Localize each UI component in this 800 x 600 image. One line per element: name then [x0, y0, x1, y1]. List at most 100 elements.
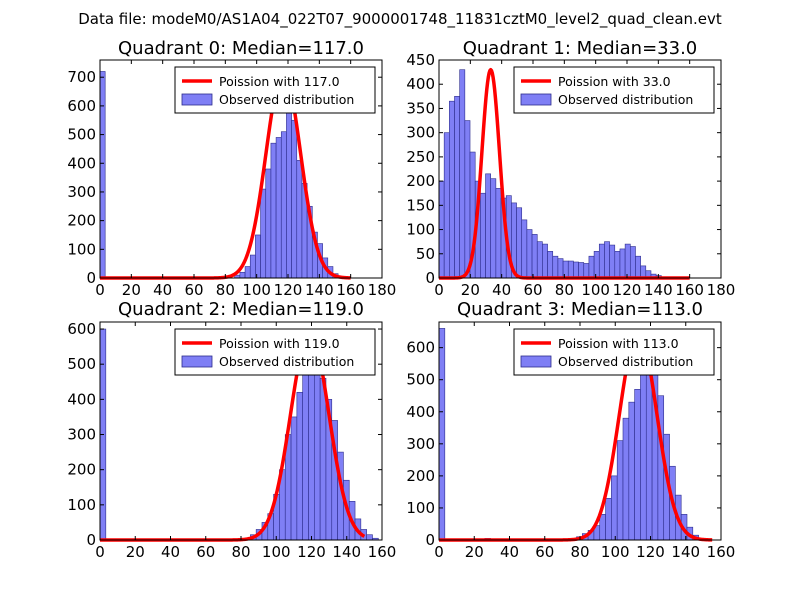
legend-bar-swatch [181, 93, 213, 106]
x-tick-label: 100 [601, 543, 630, 561]
histogram-bar [611, 475, 618, 541]
histogram-bar [490, 178, 497, 279]
x-tick-label: 160 [368, 543, 397, 561]
y-tick-label: 0 [425, 531, 435, 549]
histogram-bar [280, 131, 287, 279]
histogram-bar [609, 244, 616, 279]
histogram-bar [604, 241, 610, 279]
x-tick-label: 20 [461, 281, 480, 299]
x-tick-label: 60 [535, 543, 554, 561]
panel-quadrant-3: Quadrant 3: Median=113.0 0 20 40 60 80 100 120… [406, 299, 735, 561]
y-tick-label: 600 [406, 339, 435, 357]
histogram-bar [629, 246, 636, 279]
histogram-bar [366, 534, 373, 541]
histogram-bar [605, 498, 612, 541]
x-tick-label: 180 [368, 281, 397, 299]
x-tick-label: 140 [671, 543, 700, 561]
x-tick-label: 60 [523, 281, 542, 299]
plot-area: 0 20 40 60 80 100 120 140 160 1800501001502002503… [406, 51, 735, 299]
y-tick-label: 600 [67, 97, 96, 115]
histogram-bar [588, 255, 595, 279]
histogram-bar [598, 243, 605, 279]
histogram-bar [249, 254, 256, 279]
x-tick-label: 140 [305, 281, 334, 299]
histogram-bar [443, 132, 450, 279]
axes-frame [99, 59, 383, 279]
y-tick-label: 300 [406, 435, 435, 453]
legend-label-observed: Observed distribution [558, 92, 693, 107]
y-tick-label: 200 [67, 461, 96, 479]
y-tick-label: 200 [406, 467, 435, 485]
histogram-bar [270, 142, 277, 279]
histogram-bar [244, 266, 251, 279]
histogram-bar [567, 260, 574, 279]
plot-area: 0 20 40 60 80 100 120 140 160 0 100 200 300 400 500 600… [67, 320, 396, 561]
histogram-bar [291, 119, 298, 279]
y-tick-label: 100 [406, 499, 435, 517]
histogram-bar [526, 229, 533, 279]
panel-title: Quadrant 0: Median=117.0 [118, 38, 364, 59]
histogram-bar [624, 243, 631, 279]
y-tick-label: 0 [86, 269, 96, 287]
y-tick-label: 150 [406, 196, 435, 214]
histogram-bar [547, 251, 554, 279]
histogram-bar [485, 173, 491, 279]
x-tick-label: 20 [465, 543, 484, 561]
histogram-bar [635, 255, 641, 279]
x-tick-label: 60 [184, 281, 203, 299]
histogram-bar [459, 69, 466, 279]
histogram-bar [578, 262, 585, 279]
x-tick-label: 100 [581, 281, 610, 299]
x-tick-label: 160 [675, 281, 704, 299]
x-tick-label: 40 [500, 543, 519, 561]
histogram-bar [449, 100, 455, 279]
histogram-bar [521, 219, 528, 279]
y-tick-label: 400 [406, 403, 435, 421]
histogram-bar [552, 255, 559, 279]
histogram-bar [265, 168, 272, 279]
y-tick-label: 600 [67, 320, 96, 338]
histogram-bar [593, 251, 600, 279]
legend-label-fit: Poission with 117.0 [219, 74, 340, 89]
histogram-bar [542, 243, 548, 279]
legend-label-fit: Poission with 119.0 [219, 336, 340, 351]
y-tick-label: 400 [406, 75, 435, 93]
x-tick-label: 20 [122, 281, 141, 299]
histogram-bar [622, 417, 630, 541]
y-tick-label: 0 [425, 269, 435, 287]
legend-label-fit: Poission with 113.0 [558, 336, 679, 351]
x-tick-label: 0 [95, 543, 105, 561]
x-tick-label: 100 [242, 281, 271, 299]
x-tick-label: 40 [161, 543, 180, 561]
x-tick-label: 120 [613, 281, 642, 299]
x-tick-label: 120 [636, 543, 665, 561]
figure-title: Data file: modeM0/AS1A04_022T07_90000017… [78, 10, 722, 29]
histogram-bar [239, 271, 246, 279]
histogram-bar [290, 416, 298, 541]
y-tick-label: 0 [86, 531, 96, 549]
y-tick-label: 400 [67, 390, 96, 408]
histogram-bar [516, 207, 523, 279]
x-tick-label: 140 [644, 281, 673, 299]
y-tick-label: 100 [406, 221, 435, 239]
histogram-bar [99, 71, 106, 279]
legend-label-observed: Observed distribution [219, 354, 354, 369]
y-tick-label: 50 [416, 245, 435, 263]
panel-title: Quadrant 3: Median=113.0 [457, 299, 703, 320]
histogram-bar [634, 389, 641, 541]
x-tick-label: 80 [216, 281, 235, 299]
histogram-bar [616, 440, 624, 541]
y-tick-label: 500 [406, 371, 435, 389]
y-tick-label: 100 [67, 240, 96, 258]
panel-quadrant-0: Quadrant 0: Median=117.0 0 20 40 60 80 100 120… [67, 38, 396, 299]
x-tick-label: 60 [196, 543, 215, 561]
y-tick-label: 300 [406, 124, 435, 142]
histogram-bar [599, 514, 606, 541]
histogram-bar [260, 188, 267, 279]
x-tick-label: 80 [555, 281, 574, 299]
panel-quadrant-2: Quadrant 2: Median=119.0 0 20 40 60 80 100 120… [67, 299, 396, 561]
legend-label-fit: Poission with 33.0 [558, 74, 671, 89]
histogram-bar [614, 251, 621, 279]
x-tick-label: 120 [297, 543, 326, 561]
histogram-bar [640, 265, 647, 279]
